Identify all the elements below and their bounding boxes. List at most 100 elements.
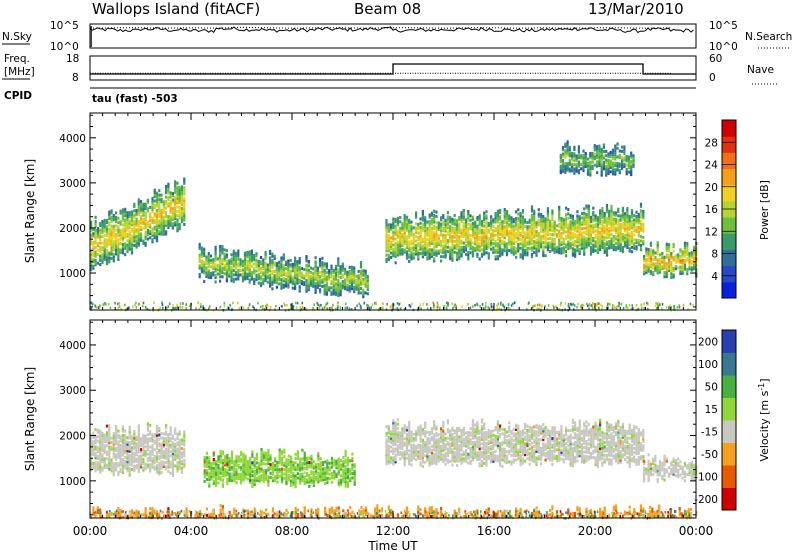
echo-cell — [314, 275, 317, 279]
speckle-cell — [689, 302, 692, 306]
echo-cell — [693, 250, 696, 253]
echo-cell — [119, 437, 122, 441]
echo-cell — [690, 262, 693, 265]
speckle-cell — [292, 307, 294, 310]
echo-cell — [530, 248, 534, 252]
echo-cell — [341, 273, 344, 277]
echo-cell — [158, 223, 161, 227]
echo-cell — [408, 227, 411, 231]
echo-cell — [151, 452, 154, 456]
nsearch-line — [89, 26, 671, 29]
echo-cell — [496, 231, 499, 235]
echo-cell — [178, 212, 181, 216]
echo-cell — [330, 273, 333, 277]
echo-cell — [133, 226, 136, 230]
echo-cell — [670, 275, 673, 279]
echo-cell — [611, 170, 615, 174]
echo-cell — [580, 212, 584, 216]
echo-cell — [158, 193, 161, 197]
echo-cell — [521, 217, 524, 221]
echo-cell — [614, 218, 618, 221]
echo-cell — [679, 269, 682, 273]
echo-cell — [250, 275, 253, 279]
echo-cell — [205, 272, 208, 276]
echo-cell — [144, 226, 147, 230]
echo-cell — [176, 443, 179, 447]
echo-cell — [142, 226, 145, 230]
echo-cell — [112, 451, 115, 455]
echo-cell — [180, 189, 184, 193]
echo-cell — [133, 460, 136, 464]
echo-cell — [142, 440, 145, 444]
echo-cell — [515, 232, 518, 235]
echo-cell — [616, 162, 619, 165]
echo-cell — [611, 161, 615, 165]
echo-cell — [133, 432, 136, 436]
echo-cell — [171, 441, 174, 445]
echo-cell — [323, 283, 326, 287]
echo-cell — [530, 233, 534, 237]
echo-cell — [130, 439, 134, 443]
echo-cell — [449, 246, 452, 250]
echo-cell — [305, 255, 308, 259]
echo-cell — [568, 169, 571, 173]
echo-cell — [158, 466, 161, 470]
echo-cell — [658, 270, 662, 274]
echo-cell — [394, 244, 397, 247]
echo-cell — [610, 213, 613, 217]
speckle-cell — [134, 303, 136, 307]
echo-cell — [183, 190, 186, 194]
echo-cell — [130, 234, 134, 238]
echo-cell — [200, 259, 203, 263]
echo-cell — [110, 211, 113, 215]
echo-cell — [617, 214, 620, 218]
echo-cell — [219, 260, 222, 264]
echo-cell — [319, 283, 322, 287]
echo-cell — [519, 214, 522, 218]
echo-cell — [485, 244, 488, 248]
echo-cell — [585, 230, 588, 234]
echo-cell — [294, 284, 297, 288]
echo-cell — [99, 263, 102, 267]
speckle-cell — [655, 302, 657, 305]
noise-series-group — [89, 26, 694, 47]
echo-cell — [266, 276, 269, 280]
echo-cell — [630, 241, 634, 245]
echo-cell — [142, 457, 145, 461]
echo-cell — [542, 230, 545, 234]
echo-cell — [533, 242, 536, 246]
speckle-cell — [455, 304, 457, 308]
echo-cell — [101, 222, 104, 226]
echo-cell — [214, 256, 217, 260]
echo-cell — [652, 271, 655, 274]
echo-cell — [169, 221, 172, 225]
echo-cell — [178, 222, 181, 226]
echo-cell — [451, 248, 454, 251]
echo-cell — [683, 248, 687, 252]
echo-cell — [589, 250, 593, 254]
speckle-cell — [96, 306, 98, 309]
echo-cell — [499, 254, 502, 258]
echo-cell — [401, 239, 404, 243]
echo-cell — [424, 246, 427, 250]
echo-cell — [444, 246, 447, 250]
echo-cell — [319, 262, 322, 266]
echo-cell — [589, 218, 593, 221]
echo-cell — [153, 234, 156, 238]
echo-cell — [112, 436, 115, 440]
echo-cell — [562, 226, 565, 230]
echo-cell — [610, 215, 613, 219]
echo-cell — [542, 241, 545, 245]
freq-left-tick-bottom: 8 — [72, 72, 79, 84]
echo-cell — [294, 278, 297, 282]
echo-cell — [280, 271, 283, 275]
echo-cell — [344, 269, 347, 273]
echo-cell — [146, 448, 149, 452]
speckle-cell — [202, 305, 204, 308]
echo-cell — [142, 239, 145, 243]
echo-cell — [401, 250, 404, 254]
echo-cell — [121, 232, 124, 236]
echo-cell — [94, 252, 97, 256]
echo-cell — [617, 242, 620, 246]
echo-cell — [167, 182, 170, 186]
